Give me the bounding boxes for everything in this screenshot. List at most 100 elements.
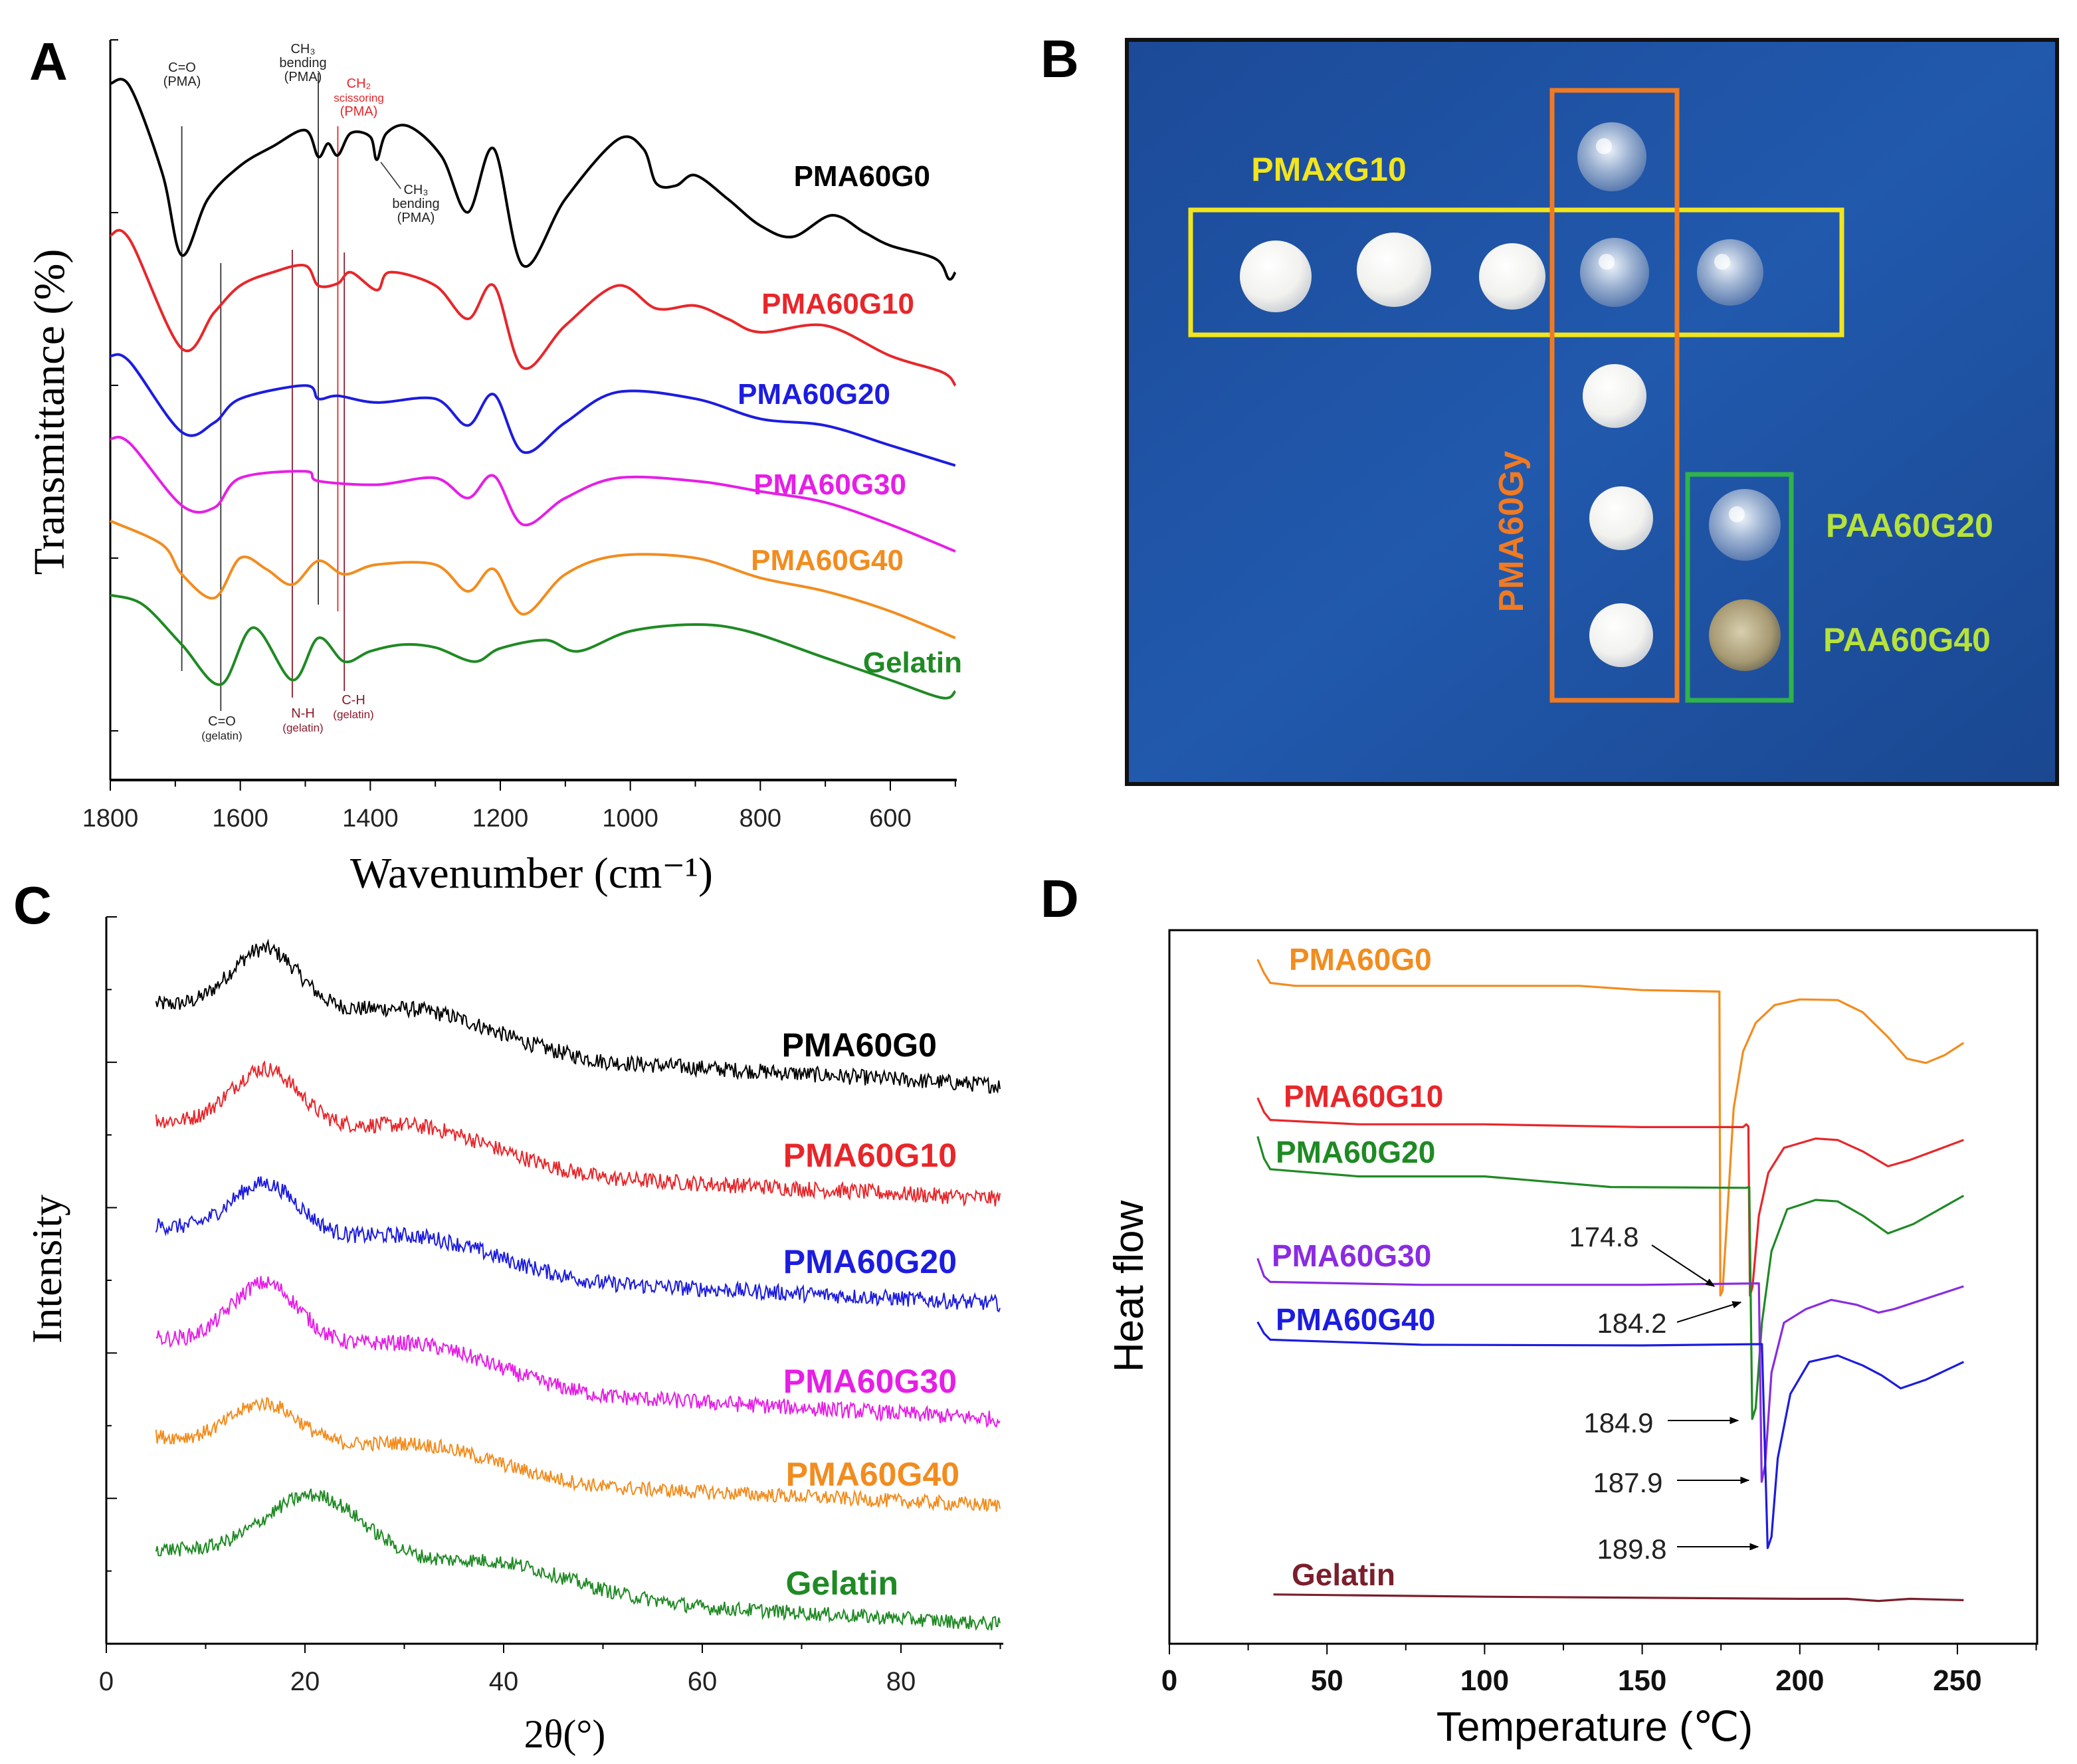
sample-pellet: [1577, 122, 1646, 191]
x-tick-label: 20: [290, 1667, 320, 1696]
annotation-label: (gelatin): [333, 708, 373, 721]
annotation-label: C-H: [342, 693, 365, 708]
annotation-label: (PMA): [340, 104, 378, 119]
series-label: Gelatin: [863, 646, 962, 679]
x-tick-label: 1800: [82, 805, 139, 833]
sample-pellet: [1357, 233, 1431, 307]
series-line-pma60g40: [1256, 1321, 1965, 1549]
series-line-gelatin: [155, 1488, 1001, 1631]
sample-pellet: [1589, 603, 1653, 667]
x-tick-label: 80: [886, 1667, 916, 1696]
peak-arrow: [1651, 1244, 1716, 1287]
series-label: PMA60G0: [1289, 942, 1432, 977]
x-tick-label: 0: [1161, 1664, 1177, 1697]
annotation-label: (gelatin): [201, 730, 242, 742]
series-line-pma60g20: [110, 353, 956, 467]
y-axis-label: Transmittance (%): [25, 249, 74, 575]
x-tick-label: 100: [1460, 1664, 1509, 1697]
panel-label-a: A: [29, 32, 68, 91]
series-line-gelatin: [1273, 1593, 1964, 1603]
photo-label-pmaxg10: PMAxG10: [1251, 151, 1406, 188]
series-line-pma60g0: [110, 78, 957, 281]
sample-pellet: [1697, 239, 1763, 306]
x-tick-label: 60: [688, 1667, 718, 1696]
annotation-label: CH₃: [403, 183, 428, 197]
series-line-pma60g0: [155, 938, 1001, 1094]
annotation-label: scissoring: [334, 92, 384, 104]
series-line-pma60g10: [155, 1060, 1001, 1207]
annotation-leader: [380, 161, 401, 189]
x-tick-label: 600: [869, 805, 911, 833]
panel-label-c: C: [13, 876, 52, 935]
x-tick-label: 1200: [472, 805, 529, 833]
y-axis-label: Intensity: [23, 1195, 70, 1343]
series-label: PMA60G40: [1276, 1302, 1435, 1337]
series-line-gelatin: [110, 593, 957, 700]
pma60gy-group-box: [1549, 88, 1680, 703]
panel-label-d: D: [1040, 869, 1079, 928]
y-axis-label: Heat flow: [1106, 1201, 1152, 1373]
pmaxg10-group-box: [1188, 207, 1844, 338]
series-label: Gelatin: [786, 1565, 898, 1602]
series-label: PMA60G10: [761, 288, 914, 320]
series-line-pma60g40: [110, 520, 956, 640]
plot-frame: [1168, 929, 2038, 1645]
x-tick-label: 40: [489, 1667, 519, 1696]
x-axis-label: 2θ(°): [524, 1712, 606, 1756]
sample-photo: [1125, 38, 2059, 786]
series-line-pma60g20: [155, 1176, 1001, 1313]
pellet-highlight: [1729, 506, 1745, 522]
annotation-label: CH₃: [290, 42, 315, 56]
annotation-label: (PMA): [284, 70, 322, 84]
sample-pellet: [1709, 489, 1781, 561]
sample-pellet: [1709, 599, 1781, 671]
series-label: PMA60G0: [782, 1027, 937, 1064]
pellet-highlight: [1596, 138, 1612, 154]
series-label: PMA60G40: [786, 1456, 959, 1493]
x-tick-label: 150: [1618, 1664, 1666, 1697]
series-label: Gelatin: [1292, 1557, 1395, 1592]
series-line-pma60g20: [1256, 1135, 1965, 1421]
pellet-highlight: [1714, 254, 1730, 270]
annotation-label: CH₂: [347, 76, 371, 91]
x-tick-label: 1600: [212, 805, 268, 833]
series-label: PMA60G20: [738, 378, 890, 411]
annotation-label: (gelatin): [282, 722, 323, 734]
photo-label-paa60g20: PAA60G20: [1826, 507, 1993, 544]
series-label: PMA60G30: [753, 468, 906, 501]
sample-pellet: [1479, 243, 1545, 310]
x-tick-label: 0: [99, 1667, 114, 1696]
x-tick-label: 1400: [342, 805, 399, 833]
sample-pellet: [1580, 238, 1649, 307]
peak-arrow: [1676, 1301, 1742, 1323]
annotation-label: C=O: [168, 60, 196, 75]
series-label: PMA60G10: [1284, 1079, 1443, 1114]
annotation-label: bending: [392, 197, 439, 211]
annotation-label: C=O: [208, 714, 236, 729]
series-line-pma60g30: [110, 435, 956, 553]
sample-pellet: [1589, 486, 1653, 550]
sample-pellet: [1583, 364, 1646, 428]
series-label: PMA60G30: [1272, 1238, 1431, 1273]
x-tick-label: 50: [1311, 1664, 1343, 1697]
xrd-chart: [105, 916, 1003, 1653]
dsc-chart: [1168, 929, 2038, 1654]
annotation-label: bending: [279, 56, 326, 70]
x-axis-label: Temperature (℃): [1436, 1704, 1753, 1750]
peak-label: 184.2: [1597, 1308, 1666, 1339]
series-line-pma60g0: [1256, 959, 1965, 1297]
x-tick-label: 200: [1775, 1664, 1824, 1697]
photo-label-pma60gy: PMA60Gy: [1492, 451, 1531, 613]
annotation-label: N-H: [291, 706, 315, 721]
series-label: PMA60G20: [1276, 1135, 1435, 1169]
series-line-pma60g30: [155, 1276, 1001, 1428]
ftir-chart: [109, 39, 957, 791]
annotation-label: (PMA): [163, 74, 201, 89]
series-label: PMA60G20: [783, 1243, 957, 1280]
sample-pellet: [1240, 241, 1312, 312]
pellet-highlight: [1599, 254, 1615, 270]
x-tick-label: 250: [1933, 1664, 1981, 1697]
series-label: PMA60G40: [751, 544, 904, 577]
